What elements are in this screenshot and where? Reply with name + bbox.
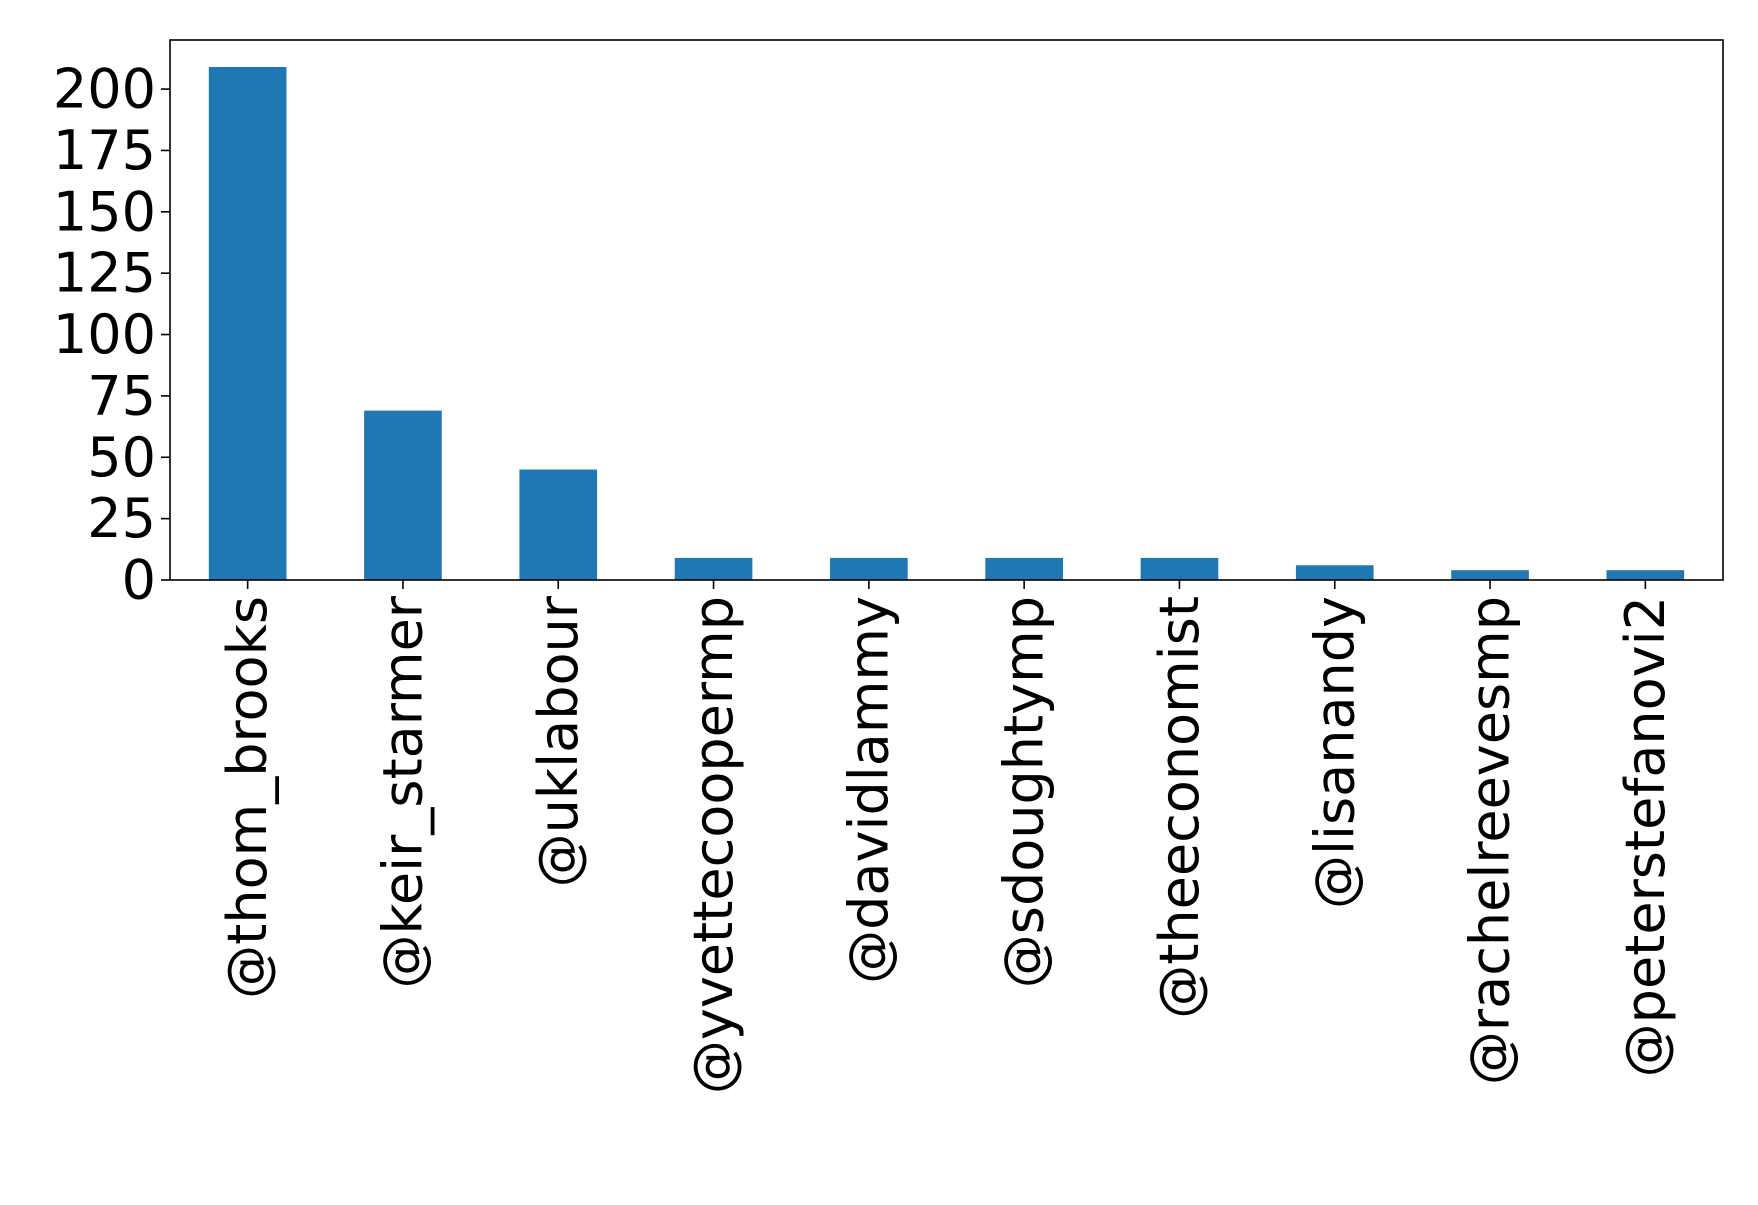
- y-tick-label: 0: [122, 549, 156, 612]
- x-axis: @thom_brooks @keir_starmer @uklabour @yvett…: [216, 580, 1677, 1094]
- x-tick-label: @lisanandy: [1303, 596, 1366, 909]
- bar-thom-brooks: [208, 67, 287, 580]
- y-tick-label: 75: [87, 364, 156, 427]
- bar-yvettecoopermp: [674, 557, 753, 580]
- x-tick-label: @yvettecoopermp: [682, 596, 745, 1094]
- y-tick-label: 50: [87, 426, 156, 489]
- bar-sdoughtymp: [985, 557, 1063, 580]
- x-tick-label: @thom_brooks: [216, 596, 279, 999]
- bar-lisanandy: [1295, 565, 1374, 580]
- x-tick-label: @peterstefanovi2: [1614, 596, 1677, 1077]
- x-tick-label: @rachelreevesmp: [1459, 596, 1522, 1085]
- bar-uklabour: [519, 469, 598, 580]
- bar-rachelreevesmp: [1451, 570, 1529, 580]
- x-tick-label: @theeconomist: [1148, 596, 1211, 1019]
- x-tick-label: @sdoughtymp: [993, 596, 1056, 988]
- plot-area-frame: [169, 39, 1724, 581]
- y-tick-label: 175: [53, 119, 156, 182]
- x-tick-label: @keir_starmer: [371, 595, 434, 988]
- y-tick-label: 200: [53, 58, 156, 121]
- y-tick-label: 150: [53, 180, 156, 243]
- bar-theeconomist: [1140, 557, 1219, 580]
- bar-davidlammy: [830, 557, 908, 580]
- y-tick-label: 25: [87, 487, 156, 550]
- bars-layer: [208, 67, 1685, 580]
- y-tick-label: 100: [53, 303, 156, 366]
- bar-keir-starmer: [364, 410, 442, 580]
- y-tick-label: 125: [53, 242, 156, 305]
- x-tick-label: @davidlammy: [837, 596, 900, 984]
- x-tick-label: @uklabour: [527, 595, 590, 887]
- bar-peterstefanovi2: [1606, 570, 1685, 580]
